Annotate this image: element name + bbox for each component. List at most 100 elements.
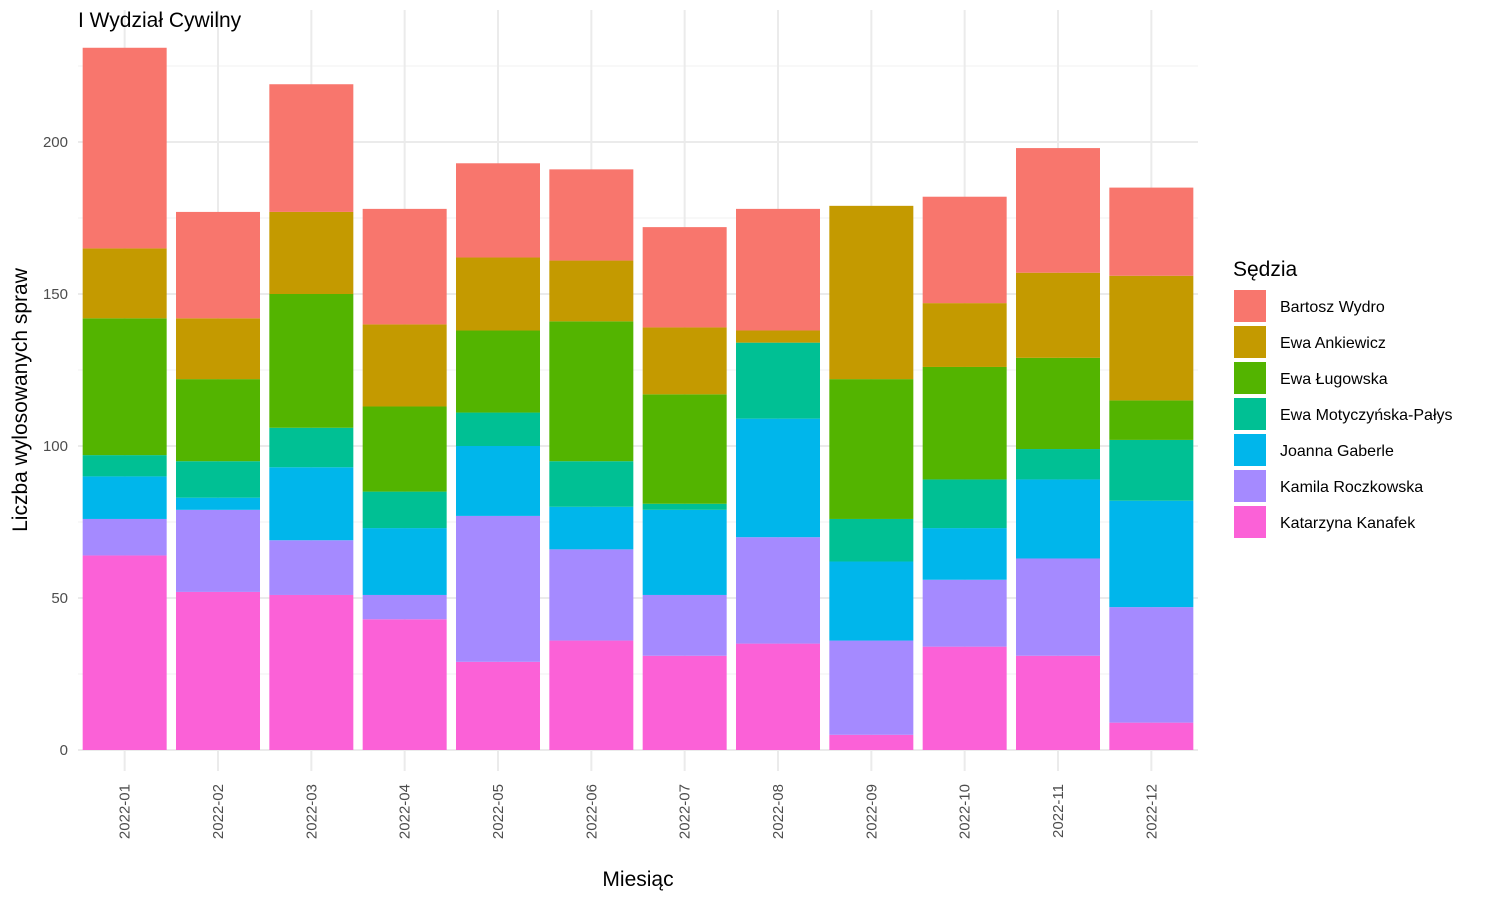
bar-segment [1016,655,1100,750]
bar-segment [362,619,447,750]
bar-segment [549,321,634,462]
bar-segment [736,330,820,343]
bar-segment [362,594,447,620]
bar-segment [736,208,820,331]
bar-segment [829,205,914,380]
y-tick-label: 100 [43,438,68,455]
bar-segment [362,406,447,492]
x-axis-ticks: 2022-01 2022-02 2022-03 2022-04 2022-05 2022-… [117,784,1161,839]
bar-segment [922,646,1007,750]
bar-segment [456,412,540,446]
bar-segment [1109,439,1194,501]
bar-segment [736,418,820,538]
x-tick-label: 2022-05 [490,784,507,839]
x-tick-label: 2022-02 [210,784,227,839]
bar-segment [82,518,167,556]
legend-label: Ewa Motyczyńska-Pałys [1280,407,1453,424]
x-tick-label: 2022-03 [303,784,320,839]
bar-segment [82,455,167,477]
x-tick-label: 2022-01 [117,784,134,839]
bar-segment [1016,272,1100,358]
bar-segment [176,591,260,750]
bar-segment [269,467,354,541]
legend-swatch [1234,506,1266,538]
bar-segment [269,294,354,428]
bar-segment [456,163,540,258]
bar-segment [922,528,1007,580]
x-tick-label: 2022-12 [1143,784,1160,839]
bar-segment [922,196,1007,304]
legend-label: Katarzyna Kanafek [1280,515,1416,532]
y-tick-label: 0 [60,742,68,759]
bar-segment [1109,722,1194,750]
bar-segment [549,169,634,261]
bar-segment [642,394,727,504]
bar-segment [549,640,634,750]
legend-label: Ewa Ługowska [1280,371,1388,388]
x-tick-label: 2022-11 [1050,784,1067,838]
y-tick-label: 50 [51,590,68,607]
bar-segment [269,84,354,212]
legend-swatch [1234,326,1266,358]
bar-segment [642,327,727,395]
bar-segment [1016,357,1100,450]
bar-segment [829,518,914,562]
bar-segment [642,503,727,510]
bar-segment [829,734,914,750]
bar-segment [922,479,1007,529]
x-tick-label: 2022-07 [677,784,694,839]
legend-title: Sędzia [1233,258,1298,281]
bar-segment [1109,500,1194,608]
bar-segment [1109,400,1194,440]
y-axis-ticks: 0 50 100 150 200 [43,134,68,759]
legend: Sędzia Bartosz Wydro Ewa Ankiewicz Ewa Ług… [1233,258,1453,538]
bar-segment [1109,187,1194,276]
legend-label: Kamila Roczkowska [1280,479,1423,496]
bar-segment [1016,558,1100,656]
bar-segment [642,227,727,328]
bar-segment [82,318,167,456]
bar-segment [549,461,634,507]
legend-swatch [1234,290,1266,322]
bar-segment [642,509,727,595]
bar-segment [829,379,914,519]
bar-segment [829,640,914,735]
x-tick-label: 2022-04 [397,784,414,839]
y-axis-title: Liczba wylosowanych spraw [9,267,32,532]
bar-segment [456,257,540,331]
bar-segment [456,446,540,516]
bar-segment [269,211,354,294]
bar-segment [736,643,820,750]
bar-segment [1016,148,1100,273]
bar-segment [642,655,727,750]
bar-segment [176,379,260,462]
legend-label: Ewa Ankiewicz [1280,335,1386,352]
bar-segment [176,461,260,498]
bar-segment [362,528,447,595]
legend-swatch [1234,398,1266,430]
y-tick-label: 200 [43,134,68,151]
legend-swatch [1234,470,1266,502]
legend-swatch [1234,362,1266,394]
bar-segment [82,555,167,750]
bar-segment [82,476,167,519]
bars [82,47,1194,750]
bar-segment [642,594,727,656]
bar-segment [1016,479,1100,559]
chart-title: I Wydział Cywilny [78,9,242,32]
bar-segment [82,47,167,249]
bar-segment [269,427,354,468]
bar-segment [269,540,354,595]
bar-segment [549,506,634,550]
bar-segment [922,579,1007,647]
bar-segment [269,594,354,750]
legend-label: Bartosz Wydro [1280,299,1385,316]
x-tick-label: 2022-10 [957,784,974,839]
legend-label: Joanna Gaberle [1280,443,1394,460]
bar-segment [362,324,447,407]
bar-segment [176,509,260,592]
bar-segment [176,318,260,380]
x-axis-title: Miesiąc [602,868,673,891]
x-tick-label: 2022-09 [863,784,880,839]
